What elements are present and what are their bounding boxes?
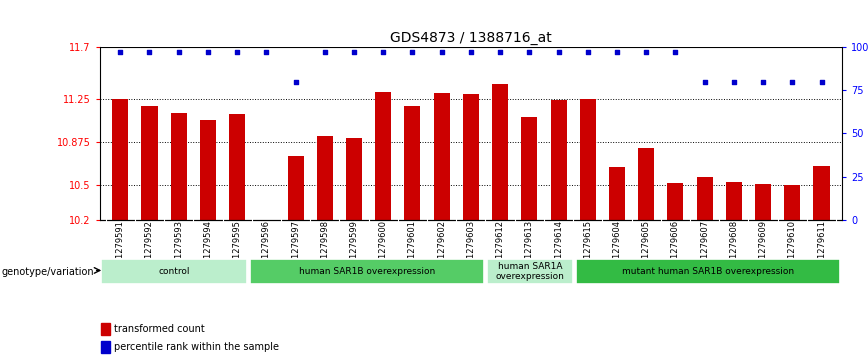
Text: GSM1279599: GSM1279599 bbox=[350, 220, 358, 276]
Point bbox=[435, 49, 449, 55]
Text: GSM1279611: GSM1279611 bbox=[817, 220, 826, 276]
Point bbox=[201, 49, 215, 55]
Point bbox=[814, 79, 828, 85]
Text: GSM1279608: GSM1279608 bbox=[729, 220, 739, 276]
Bar bbox=[580, 99, 595, 220]
Point bbox=[405, 49, 419, 55]
Bar bbox=[813, 166, 830, 220]
Point bbox=[551, 49, 565, 55]
Text: GSM1279612: GSM1279612 bbox=[496, 220, 504, 276]
Point bbox=[493, 49, 507, 55]
Point bbox=[581, 49, 595, 55]
Text: GSM1279613: GSM1279613 bbox=[525, 220, 534, 276]
Text: GSM1279596: GSM1279596 bbox=[262, 220, 271, 276]
Point bbox=[289, 79, 303, 85]
Point bbox=[114, 49, 128, 55]
Bar bbox=[112, 99, 128, 220]
Text: GSM1279598: GSM1279598 bbox=[320, 220, 329, 276]
Bar bbox=[492, 84, 508, 220]
Bar bbox=[697, 177, 713, 220]
Text: GSM1279606: GSM1279606 bbox=[671, 220, 680, 276]
Point bbox=[318, 49, 332, 55]
Point bbox=[142, 49, 156, 55]
Text: percentile rank within the sample: percentile rank within the sample bbox=[114, 342, 279, 352]
Point bbox=[172, 49, 186, 55]
Bar bbox=[609, 167, 625, 220]
Title: GDS4873 / 1388716_at: GDS4873 / 1388716_at bbox=[390, 31, 552, 45]
Point bbox=[347, 49, 361, 55]
Text: human SAR1B overexpression: human SAR1B overexpression bbox=[299, 267, 435, 276]
FancyBboxPatch shape bbox=[250, 259, 484, 284]
Text: GSM1279595: GSM1279595 bbox=[233, 220, 241, 276]
Bar bbox=[229, 114, 245, 220]
Bar bbox=[101, 323, 110, 335]
Text: GSM1279597: GSM1279597 bbox=[291, 220, 300, 276]
Point bbox=[260, 49, 273, 55]
Bar bbox=[141, 106, 157, 220]
Bar bbox=[785, 185, 800, 220]
Bar bbox=[638, 148, 654, 220]
Bar bbox=[755, 184, 771, 220]
Point bbox=[523, 49, 536, 55]
Text: GSM1279615: GSM1279615 bbox=[583, 220, 592, 276]
Text: GSM1279601: GSM1279601 bbox=[408, 220, 417, 276]
Text: GSM1279604: GSM1279604 bbox=[613, 220, 621, 276]
Text: GSM1279594: GSM1279594 bbox=[203, 220, 213, 276]
Bar bbox=[317, 136, 332, 220]
Text: GSM1279592: GSM1279592 bbox=[145, 220, 154, 276]
Bar bbox=[375, 92, 391, 220]
FancyBboxPatch shape bbox=[487, 259, 573, 284]
FancyBboxPatch shape bbox=[102, 259, 247, 284]
Bar bbox=[287, 156, 304, 220]
Point bbox=[727, 79, 740, 85]
Point bbox=[377, 49, 391, 55]
Point bbox=[786, 79, 799, 85]
Bar bbox=[726, 182, 742, 220]
Point bbox=[668, 49, 682, 55]
Bar bbox=[463, 94, 479, 220]
Bar bbox=[404, 106, 420, 220]
Text: mutant human SAR1B overexpression: mutant human SAR1B overexpression bbox=[622, 267, 794, 276]
Point bbox=[698, 79, 712, 85]
Bar bbox=[434, 93, 450, 220]
Bar bbox=[522, 117, 537, 220]
Bar bbox=[171, 113, 187, 220]
Text: GSM1279591: GSM1279591 bbox=[115, 220, 125, 276]
Bar bbox=[550, 100, 567, 220]
Text: GSM1279602: GSM1279602 bbox=[437, 220, 446, 276]
Point bbox=[756, 79, 770, 85]
FancyBboxPatch shape bbox=[576, 259, 840, 284]
Text: GSM1279607: GSM1279607 bbox=[700, 220, 709, 276]
Text: GSM1279614: GSM1279614 bbox=[554, 220, 563, 276]
Text: human SAR1A
overexpression: human SAR1A overexpression bbox=[496, 262, 565, 281]
Text: GSM1279593: GSM1279593 bbox=[174, 220, 183, 276]
Text: GSM1279600: GSM1279600 bbox=[378, 220, 388, 276]
Text: GSM1279610: GSM1279610 bbox=[788, 220, 797, 276]
Point bbox=[639, 49, 653, 55]
Bar bbox=[200, 119, 216, 220]
Point bbox=[230, 49, 244, 55]
Point bbox=[610, 49, 624, 55]
Bar bbox=[101, 341, 110, 353]
Bar bbox=[667, 183, 683, 220]
Text: control: control bbox=[158, 267, 190, 276]
Bar bbox=[346, 138, 362, 220]
Text: GSM1279609: GSM1279609 bbox=[759, 220, 767, 276]
Text: transformed count: transformed count bbox=[114, 323, 205, 334]
Text: GSM1279605: GSM1279605 bbox=[641, 220, 651, 276]
Point bbox=[464, 49, 477, 55]
Text: genotype/variation: genotype/variation bbox=[2, 266, 95, 277]
Text: GSM1279603: GSM1279603 bbox=[466, 220, 476, 276]
